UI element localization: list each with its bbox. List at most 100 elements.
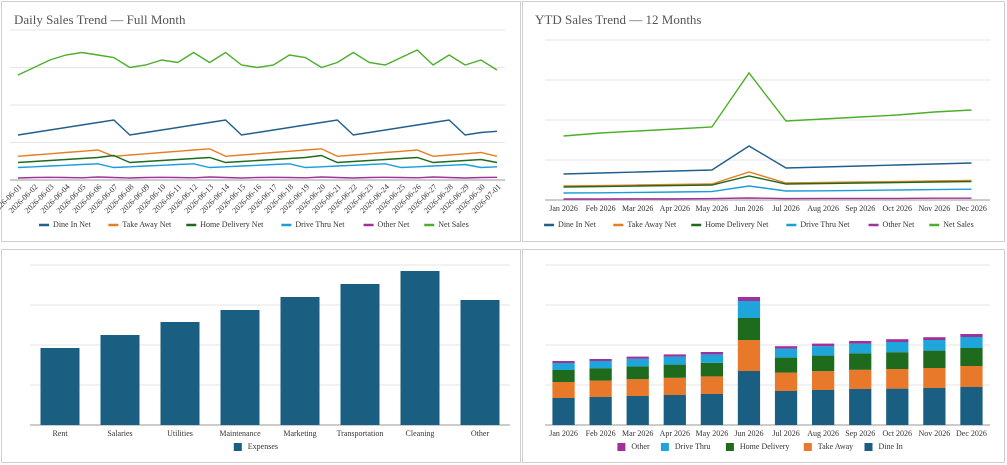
x-tick-label: Rent <box>52 429 68 438</box>
bar <box>774 348 798 358</box>
x-tick-label: Maintenance <box>219 429 261 438</box>
chart-title: YTD Sales Trend — 12 Months <box>535 12 702 27</box>
legend-swatch <box>803 443 812 451</box>
bar <box>774 391 798 425</box>
bar <box>626 379 649 396</box>
x-tick-label: Other <box>471 429 490 438</box>
bar <box>340 284 380 425</box>
legend-label: Other <box>631 442 650 451</box>
x-tick-label: Nov 2026 <box>918 204 950 213</box>
bar <box>812 390 835 425</box>
series-line <box>563 71 972 137</box>
x-tick-label: Oct 2026 <box>883 429 913 438</box>
legend-swatch <box>725 443 734 451</box>
bar <box>626 396 649 425</box>
bar <box>663 356 686 365</box>
bar <box>923 337 946 340</box>
x-tick-label: Jul 2026 <box>772 204 799 213</box>
bar <box>400 271 440 425</box>
x-tick-label: May 2026 <box>696 429 729 438</box>
x-tick-label: Feb 2026 <box>586 204 616 213</box>
x-tick-label: Jun 2026 <box>734 204 763 213</box>
bar <box>220 310 260 425</box>
bar <box>460 300 500 425</box>
series-line <box>17 148 498 158</box>
bar <box>886 339 909 342</box>
legend-label: Drive Thru <box>675 442 711 451</box>
legend-label: Expenses <box>248 442 278 451</box>
x-tick-label: Utilities <box>167 429 193 438</box>
x-tick-label: Mar 2026 <box>622 429 653 438</box>
x-tick-label: Dec 2026 <box>956 204 987 213</box>
legend-swatch <box>864 443 873 451</box>
series-line <box>17 119 498 136</box>
series-line <box>563 145 972 175</box>
legend-label: Net Sales <box>438 220 468 229</box>
legend-swatch <box>233 443 242 451</box>
x-tick-label: Jul 2026 <box>772 429 799 438</box>
bar <box>960 387 983 425</box>
series-line <box>563 197 972 200</box>
bar <box>923 368 946 388</box>
bar <box>849 369 872 389</box>
bar <box>960 337 983 348</box>
x-tick-label: Jan 2026 <box>549 204 578 213</box>
bar <box>663 395 686 425</box>
bar <box>552 363 575 370</box>
legend-label: Take Away Net <box>122 220 172 229</box>
bar <box>626 366 649 380</box>
legend-swatch <box>660 443 669 451</box>
x-tick-label: Cleaning <box>406 429 435 438</box>
bar <box>737 371 761 425</box>
legend-label: Other Net <box>378 220 411 229</box>
series-line <box>17 49 498 76</box>
bar <box>812 346 835 356</box>
bar <box>589 397 612 425</box>
bar <box>700 376 723 394</box>
x-tick-label: May 2026 <box>696 204 729 213</box>
x-tick-label: Jan 2026 <box>549 429 578 438</box>
x-tick-label: Aug 2026 <box>807 204 839 213</box>
bar <box>774 372 798 391</box>
bar <box>849 343 872 354</box>
bar <box>626 358 649 367</box>
bar <box>663 364 686 378</box>
x-tick-label: Oct 2026 <box>883 204 913 213</box>
bar <box>552 382 575 398</box>
legend-label: Drive Thru Net <box>295 220 345 229</box>
bar <box>960 348 983 366</box>
series-line <box>563 171 972 187</box>
x-tick-label: Mar 2026 <box>622 204 653 213</box>
bar <box>160 322 200 425</box>
bar <box>700 354 723 363</box>
bar <box>737 297 761 301</box>
bar <box>737 340 761 371</box>
bar <box>552 361 575 363</box>
legend-label: Drive Thru Net <box>800 220 850 229</box>
bar <box>589 361 612 369</box>
bar <box>40 348 80 425</box>
bar <box>849 353 872 370</box>
x-tick-label: Feb 2026 <box>586 429 616 438</box>
x-tick-label: Aug 2026 <box>807 429 839 438</box>
bar <box>774 346 798 349</box>
legend-label: Dine In Net <box>558 220 597 229</box>
legend-label: Dine In <box>879 442 903 451</box>
legend-label: Home Delivery <box>740 442 790 451</box>
bar <box>923 350 946 368</box>
bar <box>589 359 612 361</box>
bar <box>737 301 761 318</box>
bar <box>960 334 983 337</box>
bar <box>626 356 649 359</box>
panel <box>522 1 1005 242</box>
x-tick-label: Apr 2026 <box>660 204 690 213</box>
bar <box>849 389 872 425</box>
bar <box>774 357 798 373</box>
bar <box>737 318 761 340</box>
bar <box>700 394 723 425</box>
bar <box>552 370 575 382</box>
bar <box>663 377 686 395</box>
chart-title: Daily Sales Trend — Full Month <box>14 12 186 27</box>
x-tick-label: Apr 2026 <box>660 429 690 438</box>
